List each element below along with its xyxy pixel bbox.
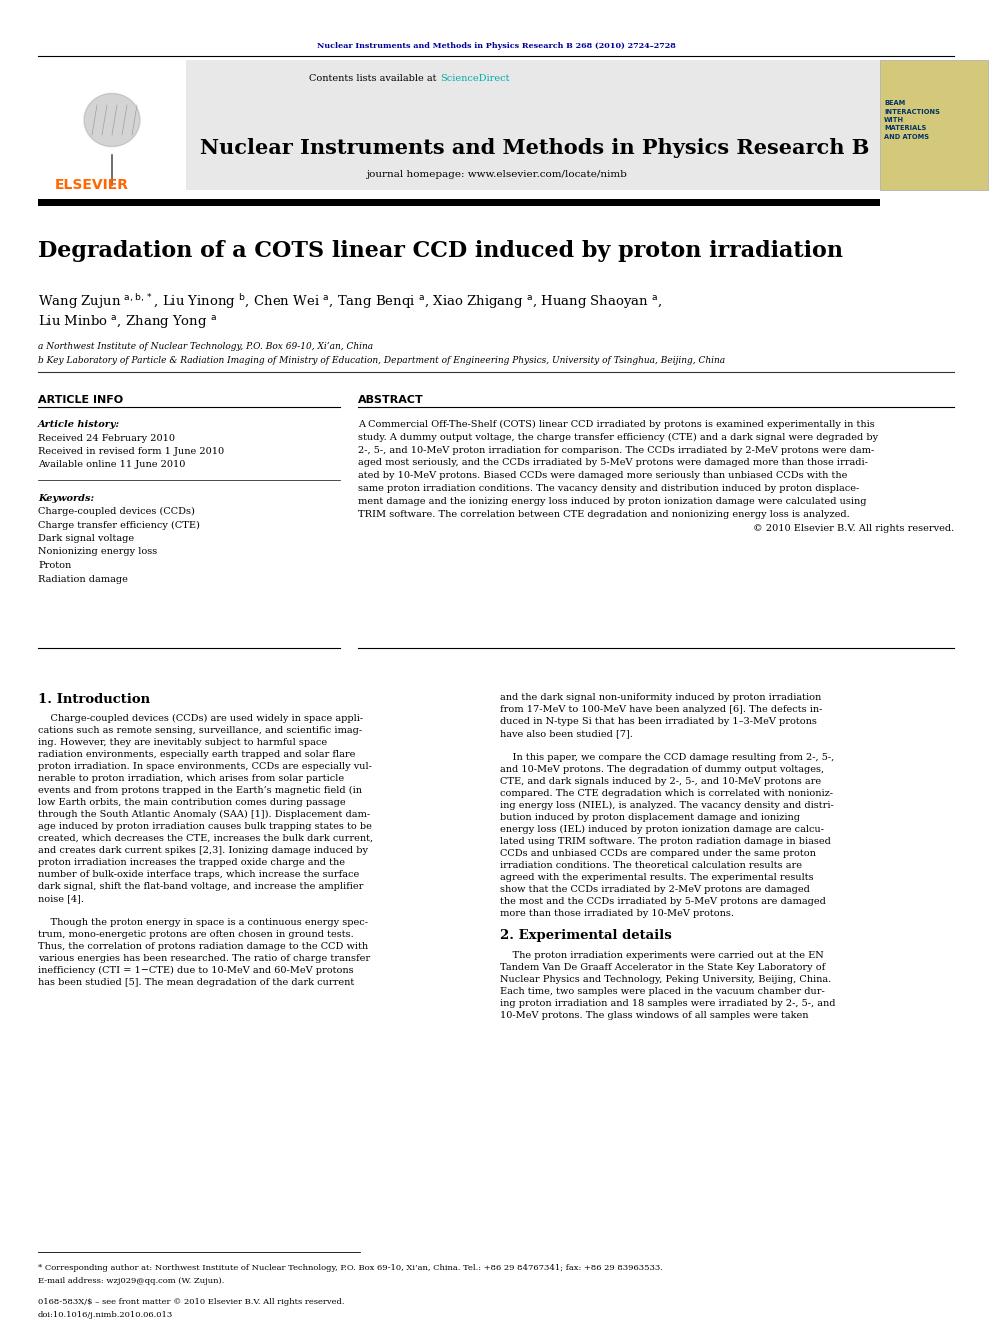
Text: duced in N-type Si that has been irradiated by 1–3-MeV protons: duced in N-type Si that has been irradia… — [500, 717, 816, 726]
Text: 0168-583X/$ – see front matter © 2010 Elsevier B.V. All rights reserved.: 0168-583X/$ – see front matter © 2010 El… — [38, 1298, 344, 1306]
Text: TRIM software. The correlation between CTE degradation and nonionizing energy lo: TRIM software. The correlation between C… — [358, 509, 850, 519]
Text: Available online 11 June 2010: Available online 11 June 2010 — [38, 460, 186, 468]
Text: and 10-MeV protons. The degradation of dummy output voltages,: and 10-MeV protons. The degradation of d… — [500, 765, 824, 774]
Text: Liu Minbo $^{\mathsf{a}}$, Zhang Yong $^{\mathsf{a}}$: Liu Minbo $^{\mathsf{a}}$, Zhang Yong $^… — [38, 314, 217, 329]
Text: proton irradiation increases the trapped oxide charge and the: proton irradiation increases the trapped… — [38, 859, 345, 867]
Text: the most and the CCDs irradiated by 5-MeV protons are damaged: the most and the CCDs irradiated by 5-Me… — [500, 897, 826, 906]
Text: various energies has been researched. The ratio of charge transfer: various energies has been researched. Th… — [38, 954, 370, 963]
Text: dark signal, shift the flat-band voltage, and increase the amplifier: dark signal, shift the flat-band voltage… — [38, 882, 363, 890]
Bar — [38, 60, 884, 191]
Text: CCDs and unbiased CCDs are compared under the same proton: CCDs and unbiased CCDs are compared unde… — [500, 849, 815, 859]
Text: Received in revised form 1 June 2010: Received in revised form 1 June 2010 — [38, 447, 224, 456]
Text: Each time, two samples were placed in the vacuum chamber dur-: Each time, two samples were placed in th… — [500, 987, 824, 996]
Text: age induced by proton irradiation causes bulk trapping states to be: age induced by proton irradiation causes… — [38, 822, 372, 831]
Text: Tandem Van De Graaff Accelerator in the State Key Laboratory of: Tandem Van De Graaff Accelerator in the … — [500, 963, 825, 972]
Text: Charge transfer efficiency (CTE): Charge transfer efficiency (CTE) — [38, 520, 199, 529]
Text: Degradation of a COTS linear CCD induced by proton irradiation: Degradation of a COTS linear CCD induced… — [38, 239, 843, 262]
Bar — [38, 198, 880, 206]
Text: lated using TRIM software. The proton radiation damage in biased: lated using TRIM software. The proton ra… — [500, 837, 831, 845]
Text: bution induced by proton displacement damage and ionizing: bution induced by proton displacement da… — [500, 814, 800, 822]
Text: study. A dummy output voltage, the charge transfer efficiency (CTE) and a dark s: study. A dummy output voltage, the charg… — [358, 433, 878, 442]
Text: Nuclear Instruments and Methods in Physics Research B: Nuclear Instruments and Methods in Physi… — [200, 138, 869, 157]
Text: Nuclear Physics and Technology, Peking University, Beijing, China.: Nuclear Physics and Technology, Peking U… — [500, 975, 831, 984]
Text: Thus, the correlation of protons radiation damage to the CCD with: Thus, the correlation of protons radiati… — [38, 942, 368, 951]
Text: Nuclear Instruments and Methods in Physics Research B 268 (2010) 2724–2728: Nuclear Instruments and Methods in Physi… — [316, 42, 676, 50]
Text: has been studied [5]. The mean degradation of the dark current: has been studied [5]. The mean degradati… — [38, 978, 354, 987]
Text: A Commercial Off-The-Shelf (COTS) linear CCD irradiated by protons is examined e: A Commercial Off-The-Shelf (COTS) linear… — [358, 419, 875, 429]
Text: The proton irradiation experiments were carried out at the EN: The proton irradiation experiments were … — [500, 951, 823, 960]
Text: Though the proton energy in space is a continuous energy spec-: Though the proton energy in space is a c… — [38, 918, 368, 927]
Text: BEAM
INTERACTIONS
WITH
MATERIALS
AND ATOMS: BEAM INTERACTIONS WITH MATERIALS AND ATO… — [884, 101, 939, 140]
Text: show that the CCDs irradiated by 2-MeV protons are damaged: show that the CCDs irradiated by 2-MeV p… — [500, 885, 809, 894]
Text: Wang Zujun $^{\mathsf{a,b,*}}$, Liu Yinong $^{\mathsf{b}}$, Chen Wei $^{\mathsf{: Wang Zujun $^{\mathsf{a,b,*}}$, Liu Yino… — [38, 292, 663, 311]
Text: Radiation damage: Radiation damage — [38, 574, 128, 583]
Text: ABSTRACT: ABSTRACT — [358, 396, 424, 405]
Text: and the dark signal non-uniformity induced by proton irradiation: and the dark signal non-uniformity induc… — [500, 693, 821, 703]
Text: doi:10.1016/j.nimb.2010.06.013: doi:10.1016/j.nimb.2010.06.013 — [38, 1311, 174, 1319]
Text: radiation environments, especially earth trapped and solar flare: radiation environments, especially earth… — [38, 750, 355, 759]
Text: 1. Introduction: 1. Introduction — [38, 693, 150, 706]
Text: Charge-coupled devices (CCDs): Charge-coupled devices (CCDs) — [38, 507, 194, 516]
Text: journal homepage: www.elsevier.com/locate/nimb: journal homepage: www.elsevier.com/locat… — [366, 169, 626, 179]
Text: more than those irradiated by 10-MeV protons.: more than those irradiated by 10-MeV pro… — [500, 909, 734, 918]
Text: proton irradiation. In space environments, CCDs are especially vul-: proton irradiation. In space environment… — [38, 762, 372, 771]
Text: have also been studied [7].: have also been studied [7]. — [500, 729, 633, 738]
Text: CTE, and dark signals induced by 2-, 5-, and 10-MeV protons are: CTE, and dark signals induced by 2-, 5-,… — [500, 777, 821, 786]
Text: Dark signal voltage: Dark signal voltage — [38, 534, 134, 542]
Text: ELSEVIER: ELSEVIER — [55, 179, 129, 192]
Text: cations such as remote sensing, surveillance, and scientific imag-: cations such as remote sensing, surveill… — [38, 726, 362, 736]
Text: nerable to proton irradiation, which arises from solar particle: nerable to proton irradiation, which ari… — [38, 774, 344, 783]
Bar — [880, 60, 988, 191]
Text: 10-MeV protons. The glass windows of all samples were taken: 10-MeV protons. The glass windows of all… — [500, 1011, 808, 1020]
Text: noise [4].: noise [4]. — [38, 894, 84, 904]
Text: ing energy loss (NIEL), is analyzed. The vacancy density and distri-: ing energy loss (NIEL), is analyzed. The… — [500, 800, 833, 810]
Text: and creates dark current spikes [2,3]. Ionizing damage induced by: and creates dark current spikes [2,3]. I… — [38, 845, 368, 855]
Text: © 2010 Elsevier B.V. All rights reserved.: © 2010 Elsevier B.V. All rights reserved… — [753, 524, 954, 533]
Text: b Key Laboratory of Particle & Radiation Imaging of Ministry of Education, Depar: b Key Laboratory of Particle & Radiation… — [38, 356, 725, 365]
Text: events and from protons trapped in the Earth’s magnetic field (in: events and from protons trapped in the E… — [38, 786, 362, 795]
Text: energy loss (IEL) induced by proton ionization damage are calcu-: energy loss (IEL) induced by proton ioni… — [500, 826, 824, 833]
Text: ated by 10-MeV protons. Biased CCDs were damaged more seriously than unbiased CC: ated by 10-MeV protons. Biased CCDs were… — [358, 471, 847, 480]
Text: same proton irradiation conditions. The vacancy density and distribution induced: same proton irradiation conditions. The … — [358, 484, 859, 493]
Text: Article history:: Article history: — [38, 419, 120, 429]
Text: agreed with the experimental results. The experimental results: agreed with the experimental results. Th… — [500, 873, 813, 882]
Text: 2. Experimental details: 2. Experimental details — [500, 929, 672, 942]
Text: a Northwest Institute of Nuclear Technology, P.O. Box 69-10, Xi’an, China: a Northwest Institute of Nuclear Technol… — [38, 343, 373, 351]
Text: Nonionizing energy loss: Nonionizing energy loss — [38, 548, 158, 557]
Text: trum, mono-energetic protons are often chosen in ground tests.: trum, mono-energetic protons are often c… — [38, 930, 354, 939]
Text: compared. The CTE degradation which is correlated with nonioniz-: compared. The CTE degradation which is c… — [500, 789, 833, 798]
Text: * Corresponding author at: Northwest Institute of Nuclear Technology, P.O. Box 6: * Corresponding author at: Northwest Ins… — [38, 1263, 663, 1271]
Text: Charge-coupled devices (CCDs) are used widely in space appli-: Charge-coupled devices (CCDs) are used w… — [38, 714, 363, 724]
Text: Received 24 February 2010: Received 24 February 2010 — [38, 434, 175, 443]
Text: aged most seriously, and the CCDs irradiated by 5-MeV protons were damaged more : aged most seriously, and the CCDs irradi… — [358, 458, 868, 467]
Text: ing. However, they are inevitably subject to harmful space: ing. However, they are inevitably subjec… — [38, 738, 327, 747]
Text: 2-, 5-, and 10-MeV proton irradiation for comparison. The CCDs irradiated by 2-M: 2-, 5-, and 10-MeV proton irradiation fo… — [358, 446, 874, 455]
Text: Proton: Proton — [38, 561, 71, 570]
Text: ARTICLE INFO: ARTICLE INFO — [38, 396, 123, 405]
Text: created, which decreases the CTE, increases the bulk dark current,: created, which decreases the CTE, increa… — [38, 833, 373, 843]
Text: irradiation conditions. The theoretical calculation results are: irradiation conditions. The theoretical … — [500, 861, 802, 871]
Text: ing proton irradiation and 18 samples were irradiated by 2-, 5-, and: ing proton irradiation and 18 samples we… — [500, 999, 835, 1008]
Text: Keywords:: Keywords: — [38, 493, 94, 503]
Text: low Earth orbits, the main contribution comes during passage: low Earth orbits, the main contribution … — [38, 798, 345, 807]
Text: E-mail address: wzj029@qq.com (W. Zujun).: E-mail address: wzj029@qq.com (W. Zujun)… — [38, 1277, 224, 1285]
Text: through the South Atlantic Anomaly (SAA) [1]). Displacement dam-: through the South Atlantic Anomaly (SAA)… — [38, 810, 370, 819]
Bar — [38, 60, 186, 191]
Text: from 17-MeV to 100-MeV have been analyzed [6]. The defects in-: from 17-MeV to 100-MeV have been analyze… — [500, 705, 822, 714]
Text: inefficiency (CTI = 1−CTE) due to 10-MeV and 60-MeV protons: inefficiency (CTI = 1−CTE) due to 10-MeV… — [38, 966, 353, 975]
Text: ScienceDirect: ScienceDirect — [440, 74, 510, 83]
Polygon shape — [84, 94, 140, 147]
Text: Contents lists available at: Contents lists available at — [310, 74, 440, 83]
Text: number of bulk-oxide interface traps, which increase the surface: number of bulk-oxide interface traps, wh… — [38, 871, 359, 878]
Text: ment damage and the ionizing energy loss induced by proton ionization damage wer: ment damage and the ionizing energy loss… — [358, 497, 866, 505]
Text: In this paper, we compare the CCD damage resulting from 2-, 5-,: In this paper, we compare the CCD damage… — [500, 753, 834, 762]
